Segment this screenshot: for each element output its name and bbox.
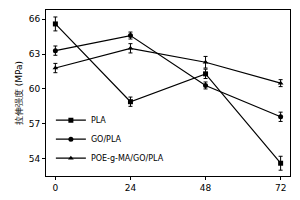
svg-text:48: 48: [200, 183, 212, 193]
svg-text:POE-g-MA/GO/PLA: POE-g-MA/GO/PLA: [91, 154, 164, 163]
svg-text:63: 63: [29, 49, 40, 59]
svg-text:GO/PLA: GO/PLA: [91, 135, 122, 144]
svg-text:54: 54: [29, 154, 41, 164]
svg-text:PLA: PLA: [91, 116, 106, 125]
svg-text:72: 72: [275, 183, 286, 193]
svg-text:0: 0: [53, 183, 59, 193]
svg-text:24: 24: [125, 183, 137, 193]
svg-text:拉伸强度 (MPa): 拉伸强度 (MPa): [14, 61, 24, 125]
svg-text:66: 66: [29, 14, 41, 24]
svg-text:57: 57: [29, 119, 40, 129]
svg-text:60: 60: [29, 84, 41, 94]
